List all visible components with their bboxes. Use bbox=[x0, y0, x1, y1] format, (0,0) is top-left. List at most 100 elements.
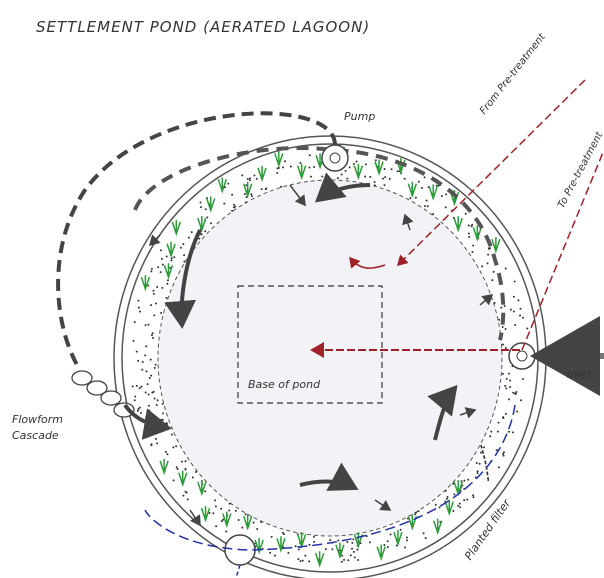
gravel-dot bbox=[287, 551, 290, 554]
gravel-dot bbox=[364, 175, 367, 178]
gravel-dot bbox=[227, 182, 230, 185]
gravel-dot bbox=[241, 526, 244, 529]
gravel-dot bbox=[147, 323, 150, 326]
gravel-dot bbox=[368, 541, 371, 544]
gravel-dot bbox=[172, 446, 175, 449]
gravel-dot bbox=[282, 533, 285, 536]
gravel-dot bbox=[374, 159, 377, 162]
gravel-dot bbox=[137, 306, 140, 309]
plant bbox=[171, 219, 182, 237]
gravel-dot bbox=[519, 307, 522, 310]
gravel-dot bbox=[509, 379, 512, 382]
gravel-dot bbox=[364, 163, 367, 166]
gravel-dot bbox=[341, 554, 344, 557]
gravel-dot bbox=[187, 236, 190, 239]
gravel-dot bbox=[153, 314, 156, 317]
gravel-dot bbox=[246, 177, 249, 180]
gravel-dot bbox=[144, 391, 147, 394]
gravel-dot bbox=[388, 177, 391, 180]
gravel-dot bbox=[357, 559, 360, 562]
gravel-dot bbox=[301, 559, 304, 562]
plant bbox=[453, 216, 463, 233]
gravel-dot bbox=[147, 404, 150, 407]
gravel-dot bbox=[389, 533, 392, 536]
gravel-dot bbox=[352, 538, 355, 541]
gravel-dot bbox=[509, 386, 512, 389]
gravel-dot bbox=[513, 280, 516, 283]
gravel-dot bbox=[176, 467, 179, 470]
gravel-dot bbox=[248, 179, 251, 182]
gravel-dot bbox=[150, 304, 153, 307]
gravel-dot bbox=[133, 399, 136, 402]
gravel-dot bbox=[183, 260, 186, 263]
gravel-dot bbox=[150, 444, 153, 447]
outlet-flow bbox=[144, 404, 516, 551]
gravel-dot bbox=[501, 372, 504, 375]
gravel-dot bbox=[179, 246, 182, 249]
plant bbox=[166, 241, 176, 259]
pump-label: Pump bbox=[344, 110, 376, 123]
gravel-dot bbox=[156, 399, 159, 402]
gravel-dot bbox=[476, 472, 479, 475]
gravel-dot bbox=[482, 451, 485, 454]
gravel-dot bbox=[340, 560, 343, 563]
gravel-dot bbox=[159, 271, 162, 274]
gravel-dot bbox=[432, 212, 435, 215]
plant bbox=[206, 196, 216, 213]
gravel-dot bbox=[313, 166, 316, 169]
gravel-dot bbox=[352, 162, 355, 165]
gravel-dot bbox=[492, 270, 495, 273]
gravel-dot bbox=[152, 414, 155, 417]
gravel-dot bbox=[145, 345, 148, 348]
gravel-dot bbox=[417, 180, 420, 183]
gravel-dot bbox=[409, 197, 412, 200]
gravel-dot bbox=[182, 494, 185, 497]
plant bbox=[242, 181, 253, 199]
gravel-dot bbox=[467, 478, 470, 481]
gravel-dot bbox=[423, 176, 426, 179]
gravel-dot bbox=[349, 554, 352, 557]
inlet-label: Inlet bbox=[567, 368, 592, 381]
gravel-dot bbox=[426, 205, 429, 208]
gravel-dot bbox=[156, 429, 159, 432]
plant bbox=[296, 163, 307, 181]
gravel-dot bbox=[501, 325, 504, 328]
gravel-dot bbox=[250, 195, 253, 198]
gravel-dot bbox=[156, 286, 159, 289]
gravel-dot bbox=[137, 299, 140, 302]
gravel-dot bbox=[234, 509, 237, 512]
gravel-dot bbox=[351, 547, 354, 550]
gravel-dot bbox=[164, 450, 167, 453]
gravel-dot bbox=[237, 519, 240, 522]
gravel-dot bbox=[452, 509, 455, 512]
plant bbox=[428, 184, 438, 201]
gravel-dot bbox=[276, 171, 279, 174]
gravel-dot bbox=[150, 267, 153, 270]
gravel-dot bbox=[522, 316, 525, 319]
gravel-dot bbox=[483, 446, 486, 449]
plant bbox=[472, 225, 482, 242]
gravel-dot bbox=[165, 296, 168, 299]
gravel-dot bbox=[422, 532, 425, 535]
gravel-dot bbox=[313, 540, 316, 543]
gravel-dot bbox=[208, 512, 211, 515]
gravel-dot bbox=[308, 560, 311, 563]
gravel-dot bbox=[289, 165, 292, 168]
gravel-dot bbox=[512, 295, 515, 298]
gravel-dot bbox=[150, 374, 153, 377]
gravel-dot bbox=[463, 499, 466, 502]
circulation-ring bbox=[133, 146, 506, 341]
gravel-dot bbox=[493, 301, 496, 304]
gravel-dot bbox=[253, 174, 256, 177]
gravel-dot bbox=[383, 168, 386, 171]
gravel-dot bbox=[260, 521, 263, 524]
gravel-dot bbox=[220, 507, 223, 510]
gravel-dot bbox=[509, 308, 512, 311]
gravel-dot bbox=[481, 449, 484, 452]
gravel-dot bbox=[204, 230, 207, 233]
gravel-dot bbox=[502, 416, 505, 419]
gravel-dot bbox=[444, 206, 447, 209]
gravel-dot bbox=[475, 461, 478, 464]
gravel-dot bbox=[502, 454, 505, 457]
gravel-dot bbox=[170, 257, 173, 260]
